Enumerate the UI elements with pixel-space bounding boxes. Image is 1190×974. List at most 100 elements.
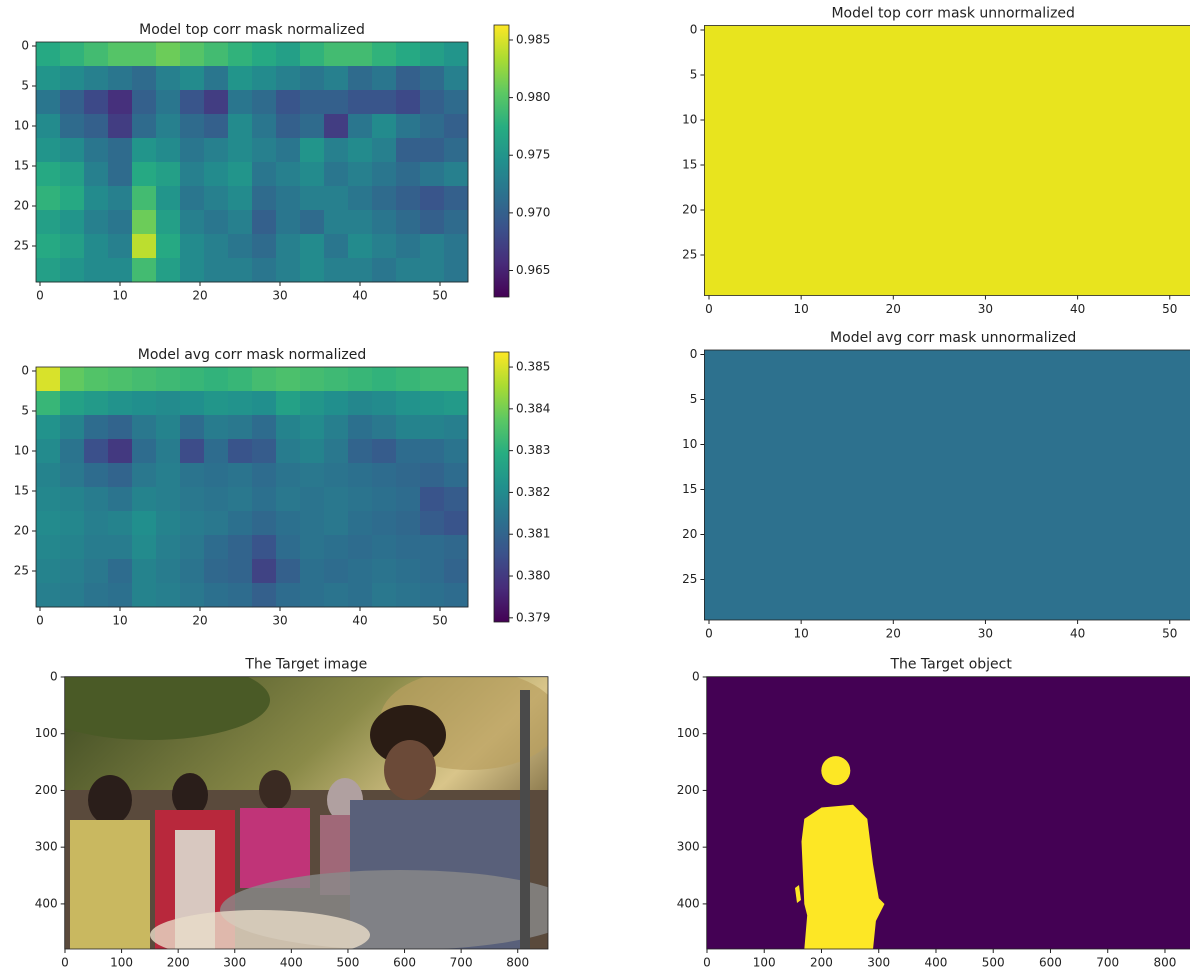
heatmap-cell <box>372 535 396 559</box>
heatmap-cell <box>180 583 204 607</box>
heatmap-cell <box>300 559 324 583</box>
heatmap-cell <box>252 42 276 66</box>
heatmap-cell <box>108 258 132 282</box>
heatmap-cell <box>132 391 156 415</box>
x-tick-label: 600 <box>393 956 416 970</box>
x-tick-label: 10 <box>112 614 127 628</box>
x-tick-label: 50 <box>1162 302 1177 316</box>
heatmap-cell <box>372 583 396 607</box>
heatmap-cell <box>276 511 300 535</box>
y-tick-label: 100 <box>677 726 700 740</box>
y-tick-label: 0 <box>692 669 700 683</box>
heatmap-cell <box>444 463 468 487</box>
heatmap-cell <box>276 439 300 463</box>
y-tick-label: 5 <box>21 79 29 93</box>
heatmap-cell <box>300 162 324 186</box>
heatmap-cell <box>420 439 444 463</box>
x-tick-label: 10 <box>794 302 809 316</box>
heatmap-cell <box>108 210 132 234</box>
heatmap-cell <box>348 114 372 138</box>
heatmap-cell <box>108 234 132 258</box>
heatmap-cell <box>60 367 84 391</box>
heatmap-cell <box>276 583 300 607</box>
heatmap-cell <box>372 138 396 162</box>
heatmap-cell <box>180 487 204 511</box>
heatmap-cell <box>36 367 60 391</box>
x-tick-label: 20 <box>192 289 207 303</box>
y-tick-label: 25 <box>14 564 29 578</box>
heatmap-cell <box>108 583 132 607</box>
colorbar-tick-label: 0.985 <box>516 32 550 46</box>
heatmap-cell <box>372 415 396 439</box>
colorbar <box>494 352 509 622</box>
heatmap-cell <box>420 258 444 282</box>
heatmap-cell <box>36 114 60 138</box>
heatmap-cell <box>324 138 348 162</box>
heatmap-cell <box>276 559 300 583</box>
heatmap-cell <box>204 210 228 234</box>
heatmap-cell <box>324 559 348 583</box>
heatmap-cell <box>84 66 108 90</box>
heatmap-cell <box>276 415 300 439</box>
heatmap-cell <box>444 535 468 559</box>
heatmap-cell <box>420 583 444 607</box>
heatmap-cell <box>228 535 252 559</box>
x-tick-label: 800 <box>1154 956 1177 970</box>
fill-area <box>704 26 1190 296</box>
heatmap-cell <box>300 138 324 162</box>
heatmap-cell <box>324 66 348 90</box>
x-tick-label: 20 <box>886 302 901 316</box>
heatmap-cell <box>228 66 252 90</box>
heatmap-cell <box>324 511 348 535</box>
heatmap-cell <box>324 42 348 66</box>
heatmap-cell <box>132 42 156 66</box>
y-tick-label: 20 <box>14 524 29 538</box>
mask-background <box>707 677 1190 949</box>
colorbar-tick-label: 0.385 <box>516 360 550 374</box>
heatmap-cell <box>180 439 204 463</box>
heatmap-cell <box>348 367 372 391</box>
heatmap-cell <box>180 234 204 258</box>
heatmap-cell <box>228 258 252 282</box>
heatmap-cell <box>276 42 300 66</box>
heatmap-cell <box>108 439 132 463</box>
heatmap-cell <box>252 90 276 114</box>
heatmap-cell <box>396 210 420 234</box>
heatmap-cell <box>156 210 180 234</box>
heatmap-cell <box>444 367 468 391</box>
heatmap-cell <box>252 367 276 391</box>
y-tick-label: 0 <box>690 23 698 37</box>
heatmap-cell <box>300 258 324 282</box>
heatmap-cell <box>204 234 228 258</box>
heatmap-cell <box>36 535 60 559</box>
heatmap-cell <box>372 391 396 415</box>
heatmap-cell <box>132 66 156 90</box>
heatmap-cell <box>444 42 468 66</box>
x-tick-label: 20 <box>192 614 207 628</box>
heatmap-cell <box>252 463 276 487</box>
heatmap-cell <box>108 186 132 210</box>
panel: 0.3850.3840.3830.3820.3810.3800.379Model… <box>14 347 551 628</box>
heatmap-cell <box>36 210 60 234</box>
heatmap-cell <box>180 367 204 391</box>
heatmap-cell <box>396 186 420 210</box>
heatmap-cell <box>252 487 276 511</box>
heatmap-cell <box>348 186 372 210</box>
heatmap-cell <box>204 90 228 114</box>
heatmap-cell <box>156 511 180 535</box>
y-tick-label: 0 <box>21 364 29 378</box>
heatmap-cell <box>324 583 348 607</box>
x-tick-label: 0 <box>703 956 711 970</box>
heatmap-cell <box>228 367 252 391</box>
heatmap-cell <box>420 415 444 439</box>
x-tick-label: 30 <box>272 614 287 628</box>
heatmap-cell <box>372 559 396 583</box>
colorbar-tick-label: 0.980 <box>516 90 550 104</box>
heatmap-cell <box>228 559 252 583</box>
heatmap-cell <box>348 258 372 282</box>
heatmap-cell <box>420 487 444 511</box>
heatmap-cell <box>300 186 324 210</box>
heatmap-cell <box>444 90 468 114</box>
heatmap-cell <box>300 367 324 391</box>
